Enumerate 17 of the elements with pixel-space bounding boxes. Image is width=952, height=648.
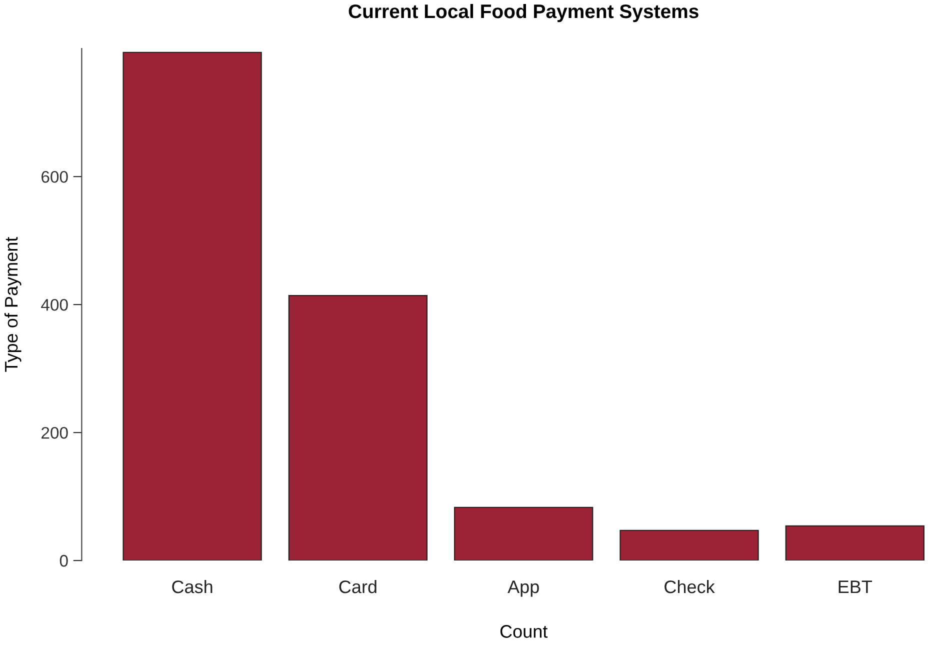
bar [620,530,759,561]
y-tick-label: 200 [42,426,68,439]
y-axis-title: Type of Payment [4,236,22,372]
x-tick-label: EBT [838,580,872,594]
x-axis-title: Count [500,625,548,638]
y-tick-label: 600 [42,170,68,183]
chart-title: Current Local Food Payment Systems [348,4,698,22]
y-tick-label: 0 [60,554,68,567]
x-tick-label: App [508,580,539,597]
bar [785,525,924,561]
y-tick-label: 400 [41,298,68,311]
bar [288,295,428,561]
bar [122,52,262,561]
bar [454,506,594,561]
x-tick-label: Card [339,580,376,594]
x-tick-label: Check [664,580,715,594]
x-tick-label: Cash [172,580,212,594]
